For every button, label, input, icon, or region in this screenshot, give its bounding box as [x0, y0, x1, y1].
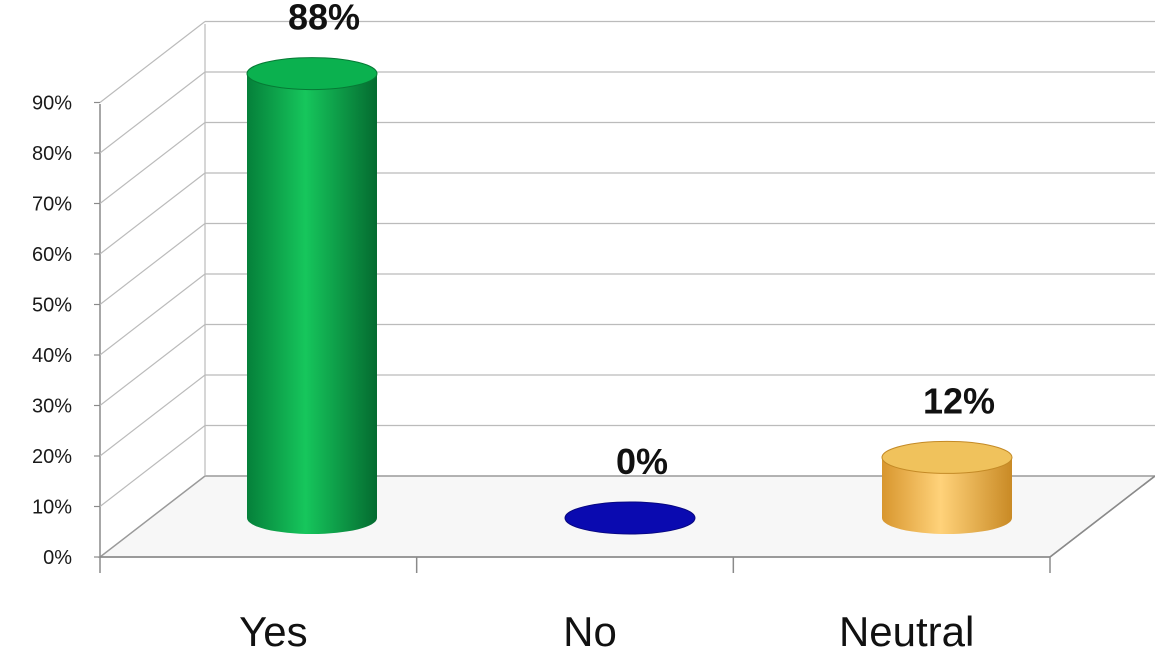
- x-tick-label: No: [563, 608, 617, 651]
- data-labels: 88% 0% 12%: [288, 0, 995, 482]
- y-tick-label: 30%: [32, 396, 72, 418]
- bar-yes: [246, 57, 378, 534]
- bar-top: [246, 57, 378, 91]
- bar-neutral: [881, 440, 1013, 534]
- x-axis-ticks: Yes No Neutral: [99, 557, 1051, 651]
- gridline-side: [99, 71, 206, 154]
- y-tick-label: 20%: [32, 446, 72, 468]
- data-label: 0%: [616, 441, 668, 482]
- gridline-side: [99, 172, 206, 255]
- data-label: 12%: [923, 380, 995, 421]
- x-tick-label: Yes: [239, 608, 308, 651]
- gridline-side: [99, 374, 206, 457]
- back-wall: [205, 74, 1155, 490]
- y-axis-ticks: 0% 10% 20% 30% 40% 50% 60% 70% 80% 90%: [32, 93, 100, 569]
- floor-right-edge: [1049, 475, 1155, 558]
- gridline-side: [99, 324, 206, 406]
- y-tick-label: 40%: [32, 345, 72, 367]
- bar-no: [564, 501, 696, 535]
- gridline-side: [99, 223, 206, 305]
- bar-top: [881, 440, 1013, 474]
- y-tick-label: 70%: [32, 194, 72, 216]
- gridline-side: [99, 122, 206, 204]
- data-label: 88%: [288, 0, 360, 38]
- y-tick-label: 60%: [32, 244, 72, 266]
- y-tick-label: 0%: [43, 547, 72, 569]
- gridline-side: [99, 425, 206, 507]
- bar-top: [564, 501, 696, 535]
- bar-body: [882, 457, 1012, 534]
- x-tick-label: Neutral: [839, 608, 974, 651]
- y-tick-label: 80%: [32, 143, 72, 165]
- bars: [246, 57, 1013, 535]
- y-tick-label: 10%: [32, 497, 72, 519]
- gridline-side: [99, 273, 206, 356]
- gridline-side: [99, 21, 206, 103]
- y-tick-label: 90%: [32, 93, 72, 115]
- y-tick-label: 50%: [32, 295, 72, 317]
- bar-body: [247, 73, 377, 534]
